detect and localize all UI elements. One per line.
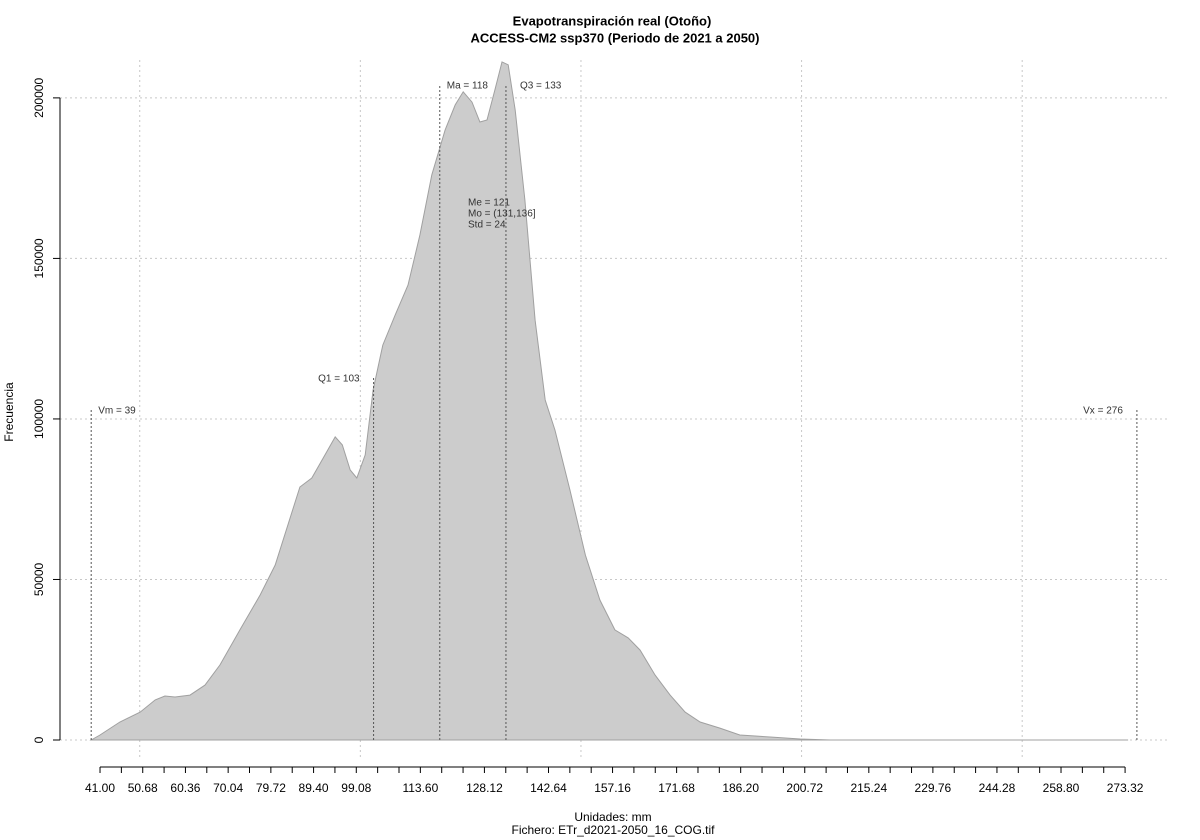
annotation-label: Ma = 118 (447, 81, 489, 92)
x-tick-label: 50.68 (128, 781, 158, 795)
annotation-label: Vx = 276 (1083, 406, 1123, 417)
annotation-label: Q3 = 133 (520, 81, 562, 92)
x-tick-label: 70.04 (213, 781, 243, 795)
x-axis-label: Unidades: mm (574, 810, 651, 824)
x-tick-label: 157.16 (594, 781, 631, 795)
x-tick-label: 99.08 (341, 781, 371, 795)
x-tick-label: 244.28 (979, 781, 1016, 795)
x-tick-label: 229.76 (915, 781, 952, 795)
annotation-label: Vm = 39 (98, 406, 136, 417)
chart-title: Evapotranspiración real (Otoño) (513, 13, 712, 28)
x-tick-label: 89.40 (299, 781, 329, 795)
x-tick-label: 41.00 (85, 781, 115, 795)
x-tick-label: 79.72 (256, 781, 286, 795)
annotation-label: Q1 = 103 (318, 374, 360, 385)
x-tick-label: 128.12 (466, 781, 503, 795)
y-axis-label: Frecuencia (2, 382, 16, 442)
density-area (89, 61, 1129, 741)
x-tick-label: 258.80 (1043, 781, 1080, 795)
x-tick-label: 60.36 (170, 781, 200, 795)
y-tick-label: 50000 (32, 562, 46, 596)
stats-label: Me = 121 (468, 198, 510, 209)
stats-label: Mo = (131,136] (468, 209, 536, 220)
x-tick-label: 215.24 (850, 781, 887, 795)
y-tick-label: 0 (32, 736, 46, 743)
caption: Fichero: ETr_d2021-2050_16_COG.tif (512, 823, 716, 837)
x-tick-label: 113.60 (402, 781, 438, 795)
x-tick-label: 273.32 (1107, 781, 1144, 795)
x-tick-label: 200.72 (786, 781, 823, 795)
y-tick-label: 100000 (32, 399, 46, 439)
x-tick-label: 142.64 (530, 781, 567, 795)
chart-subtitle: ACCESS-CM2 ssp370 (Periodo de 2021 a 205… (470, 30, 759, 45)
y-tick-label: 150000 (32, 238, 46, 278)
x-tick-label: 171.68 (658, 781, 695, 795)
y-tick-label: 200000 (32, 78, 46, 118)
stats-label: Std = 24 (468, 220, 506, 231)
x-tick-label: 186.20 (722, 781, 759, 795)
